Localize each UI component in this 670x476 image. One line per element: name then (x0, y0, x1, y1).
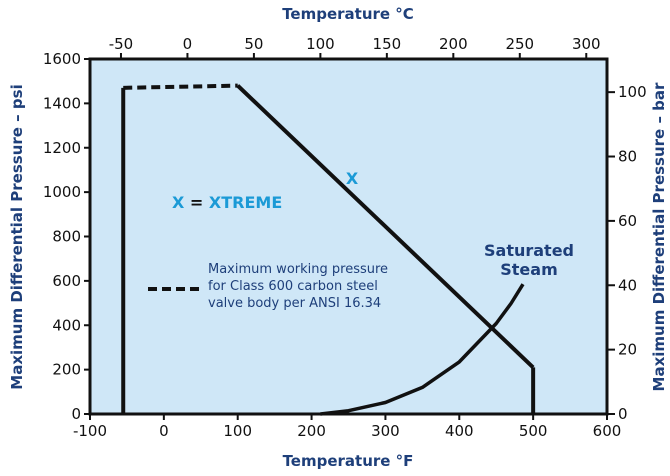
series-layer (121, 83, 536, 416)
bottom-tick-label: 200 (297, 422, 326, 440)
top-tick-label: 100 (306, 35, 335, 53)
steam-label-background (473, 239, 585, 281)
right-tick-label: 80 (618, 148, 637, 166)
left-tick-label: 400 (52, 316, 81, 334)
right-tick-label: 40 (618, 276, 637, 294)
left-axis-ticks: 0 200 400 600 800 1000 1200 1400 1600 (43, 50, 90, 423)
class600-dashed-line (123, 83, 238, 90)
x-key-equals: = (184, 193, 209, 212)
right-tick-label: 20 (618, 341, 637, 359)
left-tick-label: 1000 (43, 183, 81, 201)
bottom-axis-title: Temperature °F (283, 452, 414, 470)
bottom-tick-label: -100 (73, 422, 107, 440)
right-tick-label: 0 (618, 405, 628, 423)
right-tick-label: 60 (618, 212, 637, 230)
bottom-tick-label: 400 (445, 422, 474, 440)
left-tick-label: 1200 (43, 139, 81, 157)
plot-frame (88, 57, 609, 416)
legend-line-1: Maximum working pressure (208, 262, 388, 277)
right-axis-ticks: 0 20 40 60 80 100 (607, 83, 647, 423)
x-key: X = XTREME (172, 193, 282, 212)
steam-label-line1: Saturated (484, 241, 574, 260)
left-axis-title: Maximum Differential Pressure – psi (8, 84, 26, 389)
x-curve-diagonal (236, 84, 535, 369)
x-curve-marker: X (346, 169, 359, 188)
x-key-letter: X (172, 193, 185, 212)
top-tick-label: -50 (109, 35, 134, 53)
x-key-background (165, 187, 315, 215)
steam-label-line2: Steam (500, 260, 558, 279)
left-tick-label: 1600 (43, 50, 81, 68)
legend-line-3: valve body per ANSI 16.34 (208, 296, 381, 311)
top-axis-title: Temperature °C (282, 5, 414, 23)
x-key-name: XTREME (209, 193, 282, 212)
saturated-steam-curve (320, 283, 525, 416)
top-tick-label: 0 (183, 35, 193, 53)
top-tick-label: 200 (439, 35, 468, 53)
legend-line-2: for Class 600 carbon steel (208, 279, 378, 294)
top-tick-label: 250 (505, 35, 534, 53)
right-tick-label: 100 (618, 83, 647, 101)
bottom-tick-label: 500 (519, 422, 548, 440)
top-axis-ticks: -50 0 50 100 150 200 250 300 (109, 35, 601, 59)
bottom-tick-label: 300 (371, 422, 400, 440)
top-tick-label: 150 (373, 35, 402, 53)
top-tick-label: 50 (244, 35, 263, 53)
left-tick-label: 1400 (43, 94, 81, 112)
left-tick-label: 0 (71, 405, 81, 423)
left-tick-label: 200 (52, 361, 81, 379)
left-tick-label: 800 (52, 228, 81, 246)
legend-background (145, 258, 310, 324)
left-tick-label: 600 (52, 272, 81, 290)
bottom-tick-label: 100 (223, 422, 252, 440)
bottom-tick-label: 600 (593, 422, 622, 440)
top-tick-label: 300 (572, 35, 601, 53)
plot-background (90, 59, 607, 414)
bottom-tick-label: 0 (159, 422, 169, 440)
right-axis-title: Maximum Differential Pressure – bar (650, 82, 668, 391)
bottom-axis-ticks: -100 0 100 200 300 400 500 600 (73, 414, 621, 440)
